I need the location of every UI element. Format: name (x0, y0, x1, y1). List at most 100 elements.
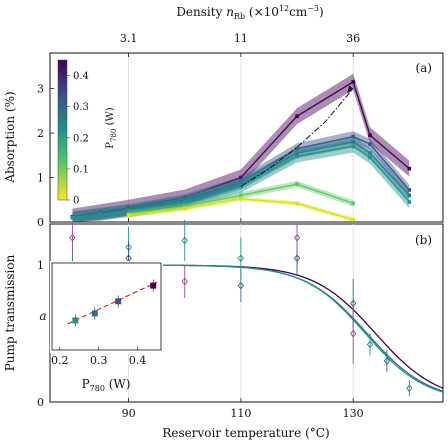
data-point (181, 277, 188, 286)
series-marker (239, 193, 243, 198)
series-marker (368, 133, 372, 138)
top-tick-label: 11 (234, 32, 248, 45)
series-marker (351, 201, 355, 206)
x-tick-label: 90 (122, 407, 136, 420)
series-marker (182, 195, 187, 200)
data-point (293, 254, 301, 263)
y-tick-label: 1 (37, 172, 44, 185)
panel-b: (b) Pump transmission Reservoir temperat… (3, 219, 444, 440)
inset-point (72, 317, 79, 324)
series-marker (182, 206, 187, 211)
panel-a-yticks: 0 1 2 3 (37, 83, 354, 229)
y-tick-label: 1 (37, 259, 44, 272)
data-point (237, 254, 245, 263)
y-tick-label: 0 (37, 216, 44, 229)
series-band (72, 140, 410, 222)
series-marker (407, 193, 412, 198)
y-tick-label: 3 (37, 83, 44, 96)
data-point (293, 233, 301, 242)
top-tick-label: 3.1 (120, 32, 138, 45)
colorbar-tick-label: 0.4 (73, 71, 89, 82)
y-tick-label: 0 (37, 396, 44, 409)
data-point (237, 281, 245, 290)
panel-a-ylabel: Absorption (%) (3, 91, 17, 183)
x-tick-label: 130 (343, 407, 364, 420)
series-marker (126, 209, 131, 213)
colorbar-tick-label: 0.2 (73, 133, 89, 144)
inset-point (91, 310, 98, 317)
inset-point (150, 282, 157, 289)
inset-point (115, 298, 122, 305)
guide-arrowhead (347, 85, 354, 94)
panel-b-xlabel: Reservoir temperature (°C) (162, 426, 329, 440)
series-marker (351, 217, 355, 222)
series-marker (368, 155, 372, 160)
series-marker (407, 166, 412, 171)
series-marker (368, 151, 372, 155)
panel-b-ylabel: Pump transmission (3, 254, 17, 371)
series-marker (407, 200, 412, 204)
inset-fit-line (67, 281, 158, 325)
series-marker (351, 144, 355, 149)
panel-a-label: (a) (415, 61, 432, 75)
series-band (72, 131, 410, 222)
series-band (72, 73, 410, 222)
inset-x-tick-label: 0.4 (129, 354, 147, 367)
top-axis-title: Density nRb (×1012cm−3) (176, 4, 323, 21)
inset-ylabel: a (39, 309, 46, 323)
series-marker (182, 200, 187, 204)
guide-curve (240, 85, 354, 187)
series-marker (351, 134, 355, 139)
series-marker (295, 154, 299, 158)
series-marker (182, 204, 187, 209)
top-axis-ticks: 3.1 11 36 (120, 32, 360, 57)
inset-frame (51, 262, 162, 351)
top-tick-label: 36 (346, 32, 360, 45)
data-point (349, 329, 357, 338)
panel-a-frame (49, 52, 444, 223)
series-marker (295, 201, 299, 206)
series-band (72, 136, 410, 222)
series-marker (70, 215, 75, 220)
series-marker (407, 188, 412, 192)
svg-text:Density nRb (×1012cm−3): Density nRb (×1012cm−3) (176, 4, 323, 21)
series-marker (239, 197, 243, 201)
panel-b-xticks: 90 110 130 (122, 398, 364, 420)
inset-x-tick-label: 0.2 (51, 354, 69, 367)
panel-a-series (70, 73, 412, 222)
y-tick-label: 2 (37, 127, 44, 140)
colorbar: 0 0.1 0.2 0.3 0.4 P780 (W) (57, 59, 118, 207)
series-marker (368, 142, 372, 146)
inset-fit-segment (67, 281, 158, 325)
colorbar-tick-label: 0.3 (73, 102, 89, 113)
colorbar-label: P780 (W) (105, 107, 118, 148)
series-marker (295, 151, 299, 155)
inset-xticks: 0.2 0.3 0.4 (51, 347, 146, 367)
inset-x-tick-label: 0.3 (90, 354, 108, 367)
guide-curve-line (240, 88, 354, 187)
colorbar-ticks: 0 0.1 0.2 0.3 0.4 (67, 71, 89, 207)
data-point (406, 384, 413, 393)
data-point (366, 340, 374, 349)
series-marker (239, 180, 243, 184)
series-marker (126, 213, 131, 218)
data-point (181, 236, 188, 245)
series-marker (239, 175, 243, 180)
data-point (69, 233, 76, 242)
series-marker (295, 146, 299, 151)
series-marker (351, 140, 355, 144)
series-marker (351, 80, 355, 84)
x-tick-label: 110 (230, 407, 251, 420)
series-marker (239, 182, 243, 186)
colorbar-tick-label: 0 (73, 196, 79, 207)
colorbar-tick-label: 0.1 (73, 164, 89, 175)
inset-xlabel: P780 (W) (82, 377, 131, 393)
series-marker (98, 212, 103, 217)
colorbar-gradient (57, 59, 68, 201)
inset-points (72, 279, 157, 327)
series-marker (295, 182, 299, 186)
inset: a P780 (W) 0.2 0.3 0.4 (39, 261, 163, 393)
series-marker (295, 114, 299, 118)
